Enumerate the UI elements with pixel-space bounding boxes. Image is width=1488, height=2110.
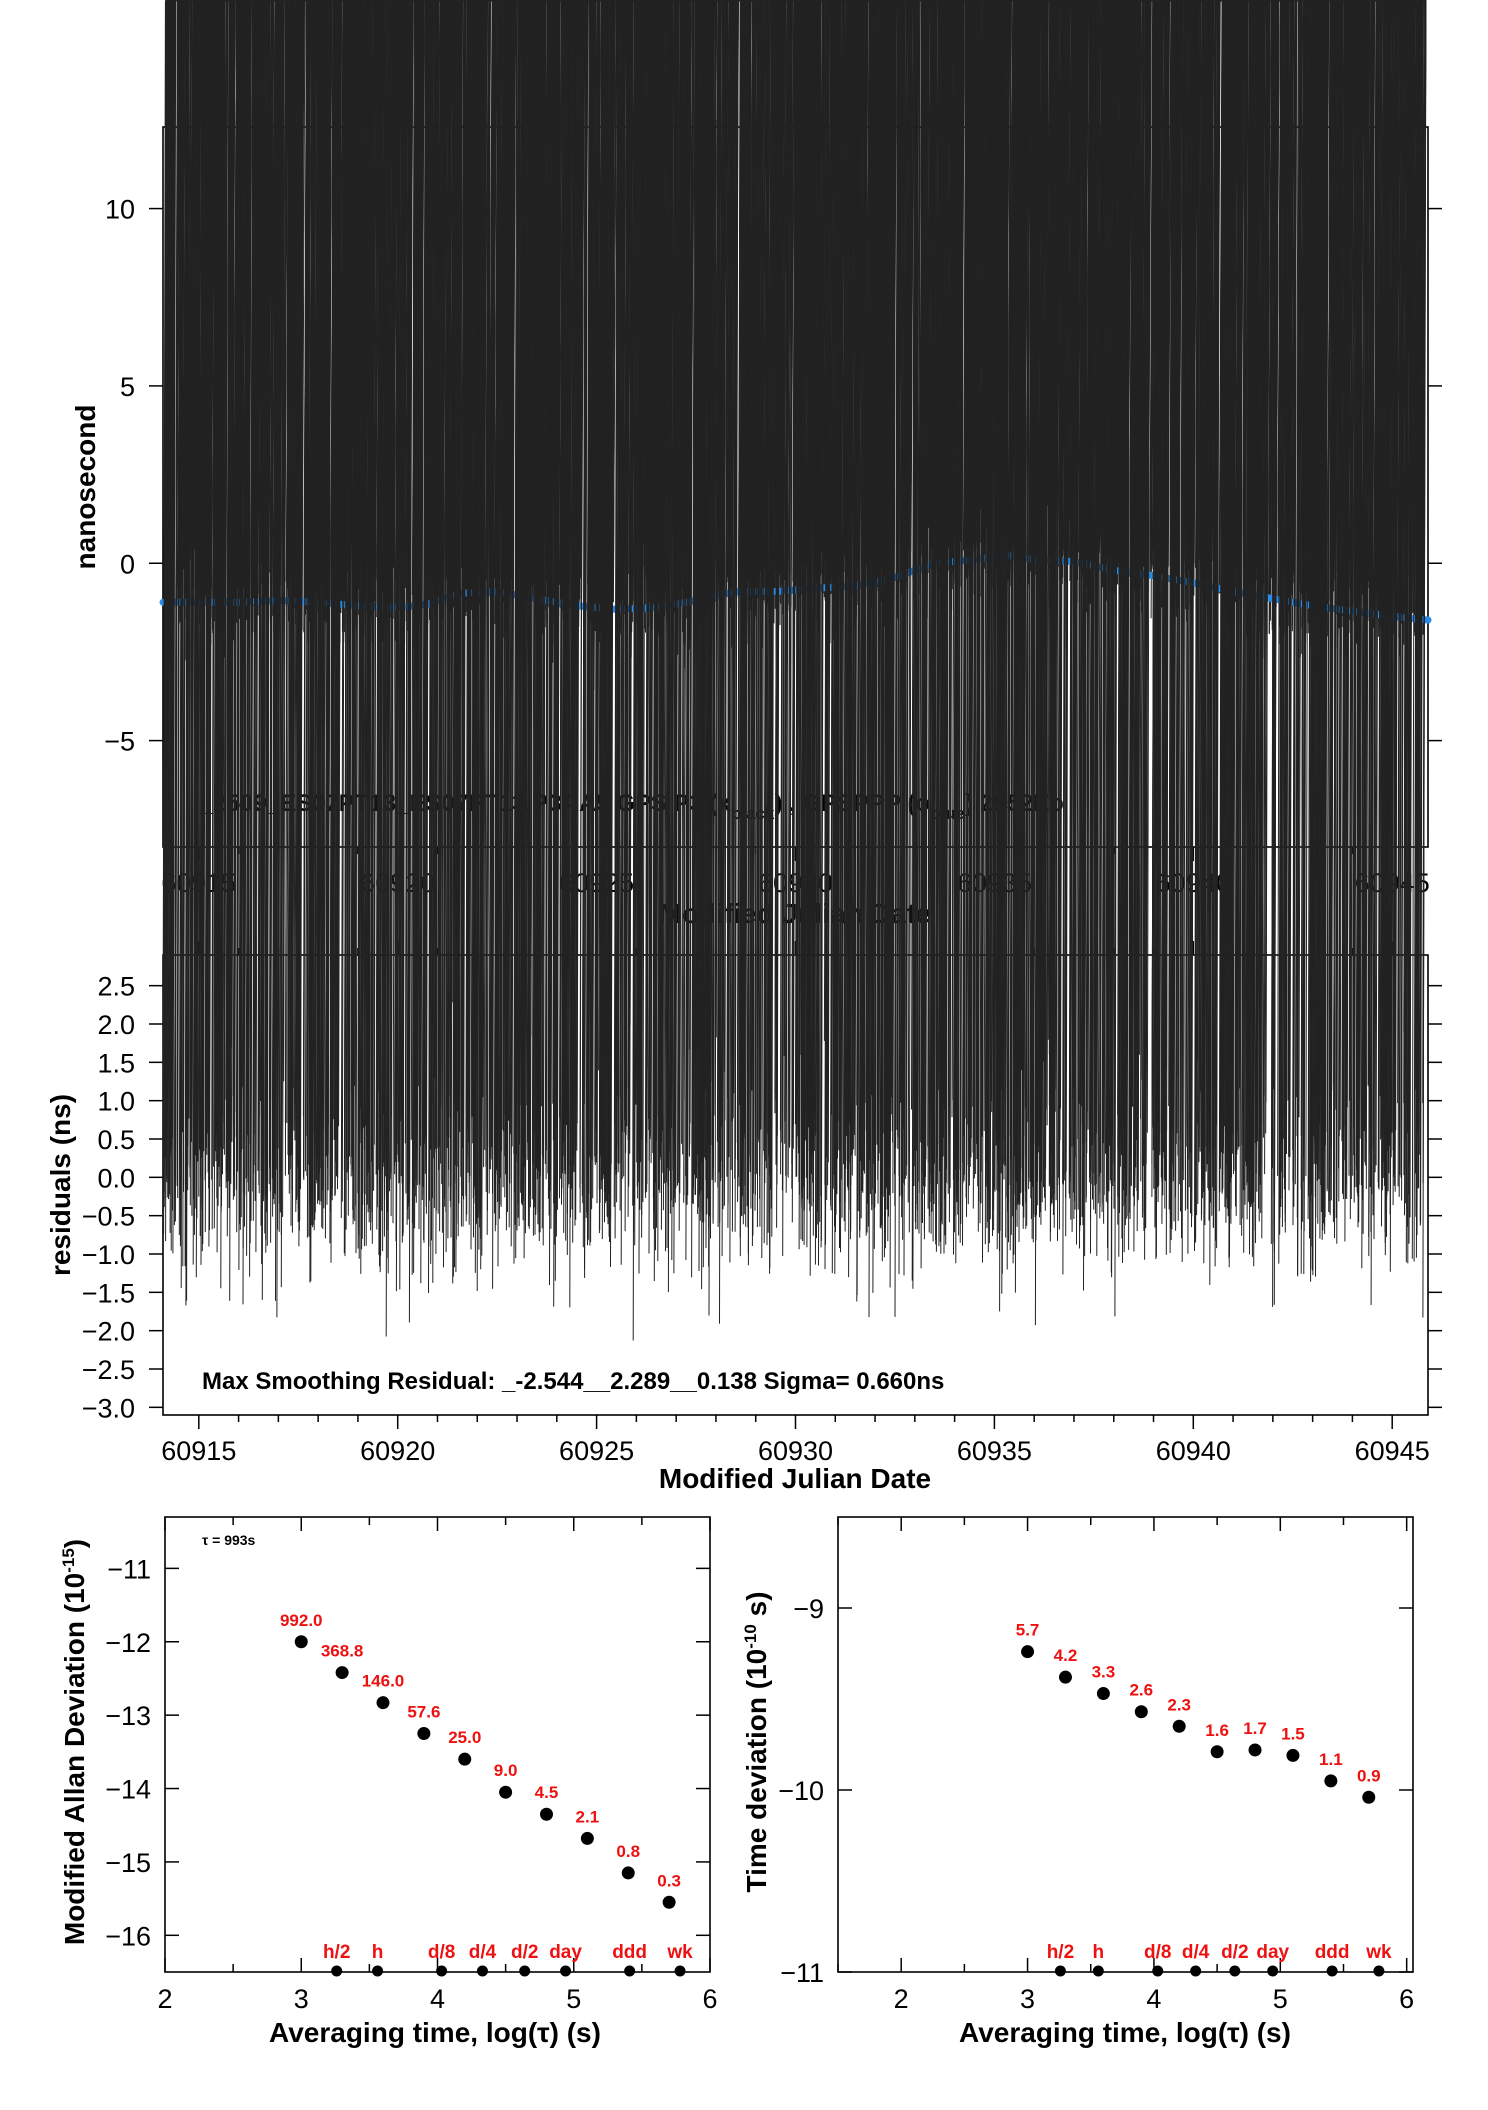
y-tick-label: 5 (120, 372, 135, 402)
offset-plot-ylabel: nanosecond (70, 405, 101, 570)
y-tick-label: 0 (120, 549, 135, 579)
y-tick-label: −5 (104, 727, 135, 757)
y-tick-label: 10 (105, 195, 135, 225)
